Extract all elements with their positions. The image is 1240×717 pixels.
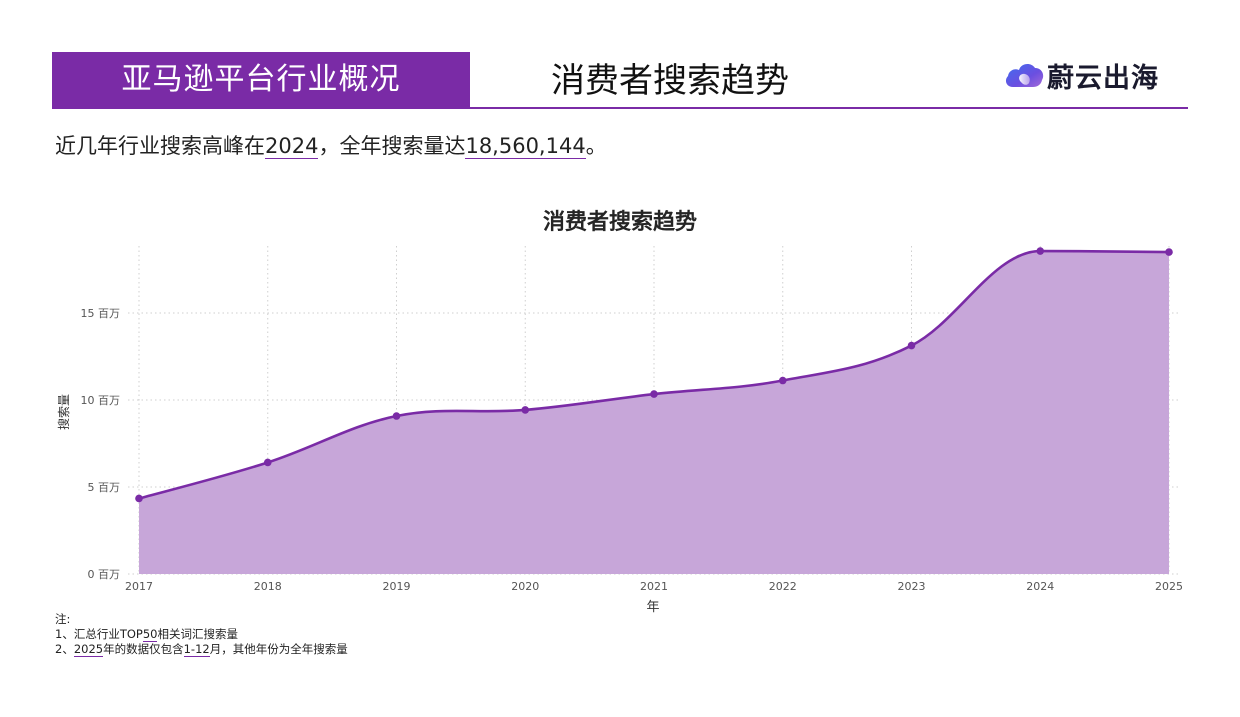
y-tick-label: 0 百万 xyxy=(88,568,121,581)
brand-logo: 蔚云出海 xyxy=(1003,57,1159,94)
x-tick-label: 2023 xyxy=(898,580,926,593)
data-point xyxy=(521,406,530,414)
peak-value: 18,560,144 xyxy=(465,134,586,159)
note-1-suffix: 相关词汇搜索量 xyxy=(157,627,238,641)
data-point xyxy=(263,458,272,467)
note-1-highlight: 50 xyxy=(142,627,158,642)
note-2-prefix: 2、 xyxy=(55,642,74,656)
x-tick-label: 2018 xyxy=(254,580,282,593)
note-2-year: 2025 xyxy=(73,642,104,657)
data-point xyxy=(1165,248,1173,256)
x-axis-title: 年 xyxy=(646,600,659,615)
x-tick-label: 2020 xyxy=(511,580,539,593)
summary-middle: ，全年搜索量达 xyxy=(318,134,466,158)
footnotes: 注: 1、汇总行业TOP50相关词汇搜索量 2、2025年的数据仅包含1-12月… xyxy=(55,612,348,657)
summary-prefix: 近几年行业搜索高峰在 xyxy=(55,134,265,158)
y-axis-title: 搜索量 xyxy=(56,394,71,430)
note-2-months: 1-12 xyxy=(183,642,210,657)
y-tick-label: 10 百万 xyxy=(81,394,121,407)
data-point xyxy=(392,412,401,420)
data-point xyxy=(907,341,916,350)
note-1: 1、汇总行业TOP50相关词汇搜索量 xyxy=(55,627,348,642)
header-divider xyxy=(52,107,1188,109)
x-tick-label: 2025 xyxy=(1155,580,1183,593)
notes-heading: 注: xyxy=(55,612,71,626)
chart-title: 消费者搜索趋势 xyxy=(542,210,697,235)
x-tick-label: 2022 xyxy=(769,580,797,593)
area-fill xyxy=(139,251,1169,574)
x-tick-label: 2021 xyxy=(640,580,668,593)
y-tick-label: 15 百万 xyxy=(81,307,121,320)
cloud-icon xyxy=(1005,64,1044,87)
x-tick-label: 2024 xyxy=(1026,580,1054,593)
y-axis-ticks: 0 百万 5 百万 10 百万 15 百万 xyxy=(81,307,121,581)
data-point xyxy=(135,494,143,503)
summary-text: 近几年行业搜索高峰在2024，全年搜索量达18,560,144。 xyxy=(55,130,607,162)
note-2-mid: 年的数据仅包含 xyxy=(103,642,184,656)
data-points xyxy=(135,247,1173,503)
logo-text: 蔚云出海 xyxy=(1047,62,1159,94)
y-tick-label: 5 百万 xyxy=(88,481,121,494)
x-tick-label: 2019 xyxy=(383,580,411,593)
section-label: 亚马逊平台行业概况 xyxy=(52,52,470,108)
data-point xyxy=(650,390,658,398)
note-1-prefix: 1、汇总行业TOP xyxy=(55,627,143,641)
data-point xyxy=(778,376,787,385)
x-axis-ticks: 2017 2018 2019 2020 2021 2022 2023 2024 2025 xyxy=(125,580,1183,593)
x-tick-label: 2017 xyxy=(125,580,153,593)
summary-suffix: 。 xyxy=(585,134,607,158)
note-2: 2、2025年的数据仅包含1-12月，其他年份为全年搜索量 xyxy=(55,642,348,657)
peak-year: 2024 xyxy=(265,134,319,159)
note-2-suffix: 月，其他年份为全年搜索量 xyxy=(209,642,348,656)
data-point xyxy=(1036,247,1045,255)
page-title: 消费者搜索趋势 xyxy=(551,61,789,101)
